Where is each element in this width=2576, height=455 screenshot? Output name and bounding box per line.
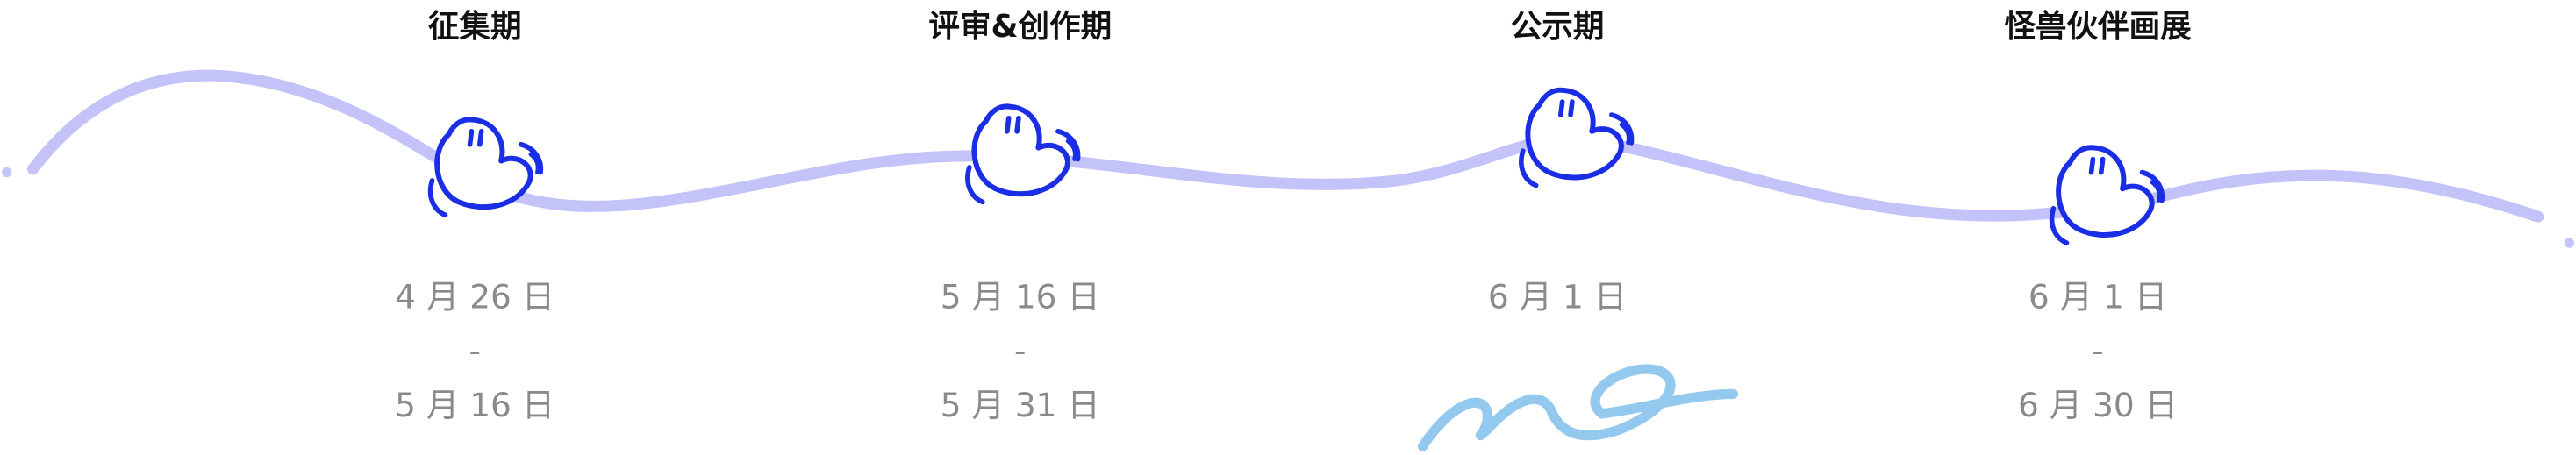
stage-date: 6 月 1 日	[1488, 277, 1627, 316]
stage-date: 5 月 16 日	[941, 277, 1100, 316]
stage-date: 6 月 1 日	[2029, 277, 2167, 316]
wave-dot	[1, 167, 12, 178]
wave-dot	[2564, 238, 2575, 248]
stage-date: -	[1014, 331, 1027, 370]
mascot-icon	[1521, 90, 1632, 186]
stage-date: 5 月 31 日	[941, 386, 1100, 424]
stage-date: 5 月 16 日	[395, 386, 555, 424]
stage-title: 征集期	[428, 9, 522, 45]
mascot-icon	[968, 106, 1078, 202]
stage-title: 评审&创作期	[928, 9, 1112, 45]
stage-date: -	[2092, 331, 2104, 370]
stage-date: 6 月 30 日	[2018, 386, 2178, 424]
stage-date: 4 月 26 日	[395, 277, 555, 316]
mascot-icon	[2052, 147, 2163, 243]
wave-line	[27, 69, 2544, 223]
stage-title: 怪兽伙伴画展	[2004, 9, 2192, 45]
stage-date: -	[469, 331, 481, 370]
scribble	[1417, 364, 1739, 451]
stage-title: 公示期	[1511, 9, 1605, 45]
